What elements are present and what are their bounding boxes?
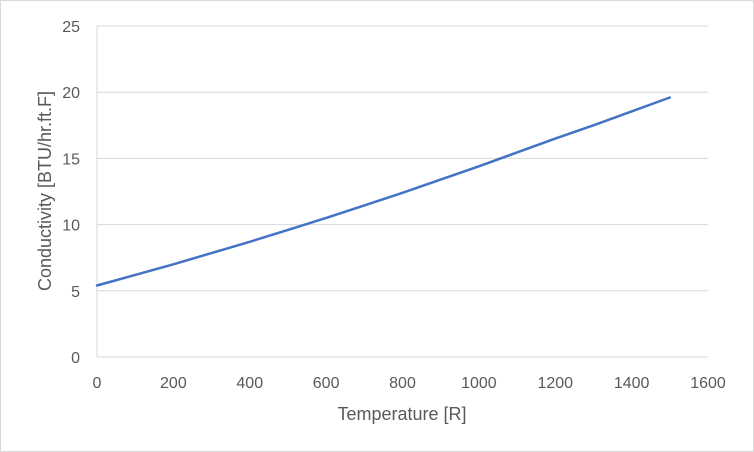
y-tick-label: 5 [71, 284, 80, 301]
x-tick-label: 200 [160, 375, 187, 392]
x-tick-label: 1200 [537, 375, 573, 392]
x-tick-label: 600 [313, 375, 340, 392]
y-tick-label: 15 [62, 151, 80, 168]
y-tick-label: 10 [62, 218, 80, 235]
y-tick-label: 20 [62, 85, 80, 102]
x-tick-label: 800 [389, 375, 416, 392]
y-tick-label: 0 [71, 350, 80, 367]
series-line [95, 96, 672, 287]
x-tick-label: 1400 [614, 375, 650, 392]
y-tick-labels: 0 5 10 15 20 25 [62, 19, 80, 367]
gridlines [96, 25, 708, 358]
series-group [95, 96, 672, 287]
x-tick-labels: 0 200 400 600 800 1000 1200 1400 1600 [93, 375, 726, 392]
x-tick-label: 0 [93, 375, 102, 392]
x-axis-title: Temperature [R] [337, 404, 466, 424]
x-tick-label: 400 [236, 375, 263, 392]
x-tick-label: 1600 [690, 375, 726, 392]
y-axis-title: Conductivity [BTU/hr.ft.F] [35, 91, 55, 291]
x-tick-label: 1000 [461, 375, 497, 392]
y-tick-label: 25 [62, 19, 80, 36]
